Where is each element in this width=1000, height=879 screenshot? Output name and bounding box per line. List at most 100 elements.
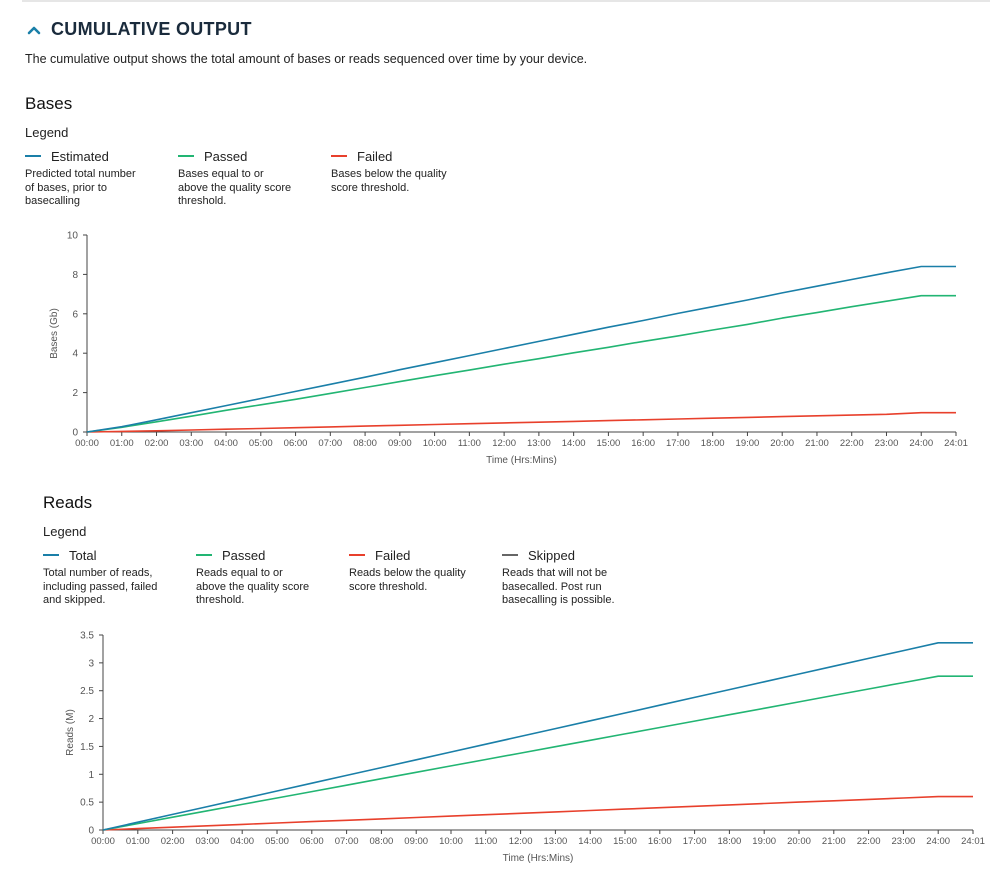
- y-tick-label: 1: [88, 770, 94, 781]
- x-tick-label: 08:00: [370, 836, 394, 847]
- legend-description-line: and skipped.: [43, 594, 106, 606]
- legend-swatch: [196, 554, 212, 556]
- x-tick-label: 17:00: [683, 836, 707, 847]
- legend-description-line: basecalled. Post run: [502, 580, 602, 593]
- x-tick-label: 10:00: [439, 836, 463, 847]
- reads-chart-heading: Reads: [43, 493, 93, 512]
- legend-description-line: basecalling is possible.: [502, 594, 615, 606]
- x-axis-label: Time (Hrs:Mins): [486, 455, 557, 466]
- legend-key: Estimated: [25, 148, 165, 164]
- x-tick-label: 22:00: [857, 836, 881, 847]
- x-tick-label: 12:00: [492, 438, 516, 449]
- legend-key: Skipped: [502, 547, 642, 563]
- x-tick-label: 04:00: [230, 836, 254, 847]
- chevron-up-icon: [27, 26, 41, 34]
- legend-description-line: score threshold.: [349, 580, 428, 593]
- reads-legend-item-skipped: Skipped Reads that will not be basecalled.…: [502, 547, 642, 608]
- x-tick-label: 15:00: [613, 836, 637, 847]
- y-tick-label: 0.5: [80, 798, 94, 809]
- y-tick-label: 2: [72, 388, 78, 399]
- section-description: The cumulative output shows the total am…: [25, 52, 588, 66]
- legend-description-line: above the quality score: [178, 181, 292, 194]
- legend-key: Passed: [178, 148, 318, 164]
- legend-swatch: [43, 554, 59, 556]
- x-tick-label: 01:00: [126, 836, 150, 847]
- y-tick-label: 2: [88, 714, 94, 725]
- legend-key: Total: [43, 547, 183, 563]
- legend-swatch: [502, 554, 518, 556]
- series-line-failed: [102, 795, 973, 831]
- legend-description: Reads equal to or above the quality score…: [196, 567, 336, 608]
- y-tick-label: 10: [67, 231, 79, 242]
- y-tick-label: 4: [72, 349, 78, 360]
- legend-description: Bases below the quality score threshold.: [331, 168, 471, 195]
- legend-key: Failed: [331, 148, 471, 164]
- series-line-passed: [86, 294, 956, 433]
- x-tick-label: 06:00: [300, 836, 324, 847]
- legend-description-line: Total number of reads,: [43, 567, 153, 579]
- section-title: CUMULATIVE OUTPUT: [51, 19, 252, 39]
- x-tick-label: 12:00: [509, 836, 533, 847]
- x-tick-label: 14:00: [562, 438, 586, 449]
- x-tick-label: 20:00: [770, 438, 794, 449]
- legend-description-line: Reads equal to or: [196, 567, 283, 579]
- x-tick-label: 11:00: [458, 438, 481, 449]
- legend-description-line: of bases, prior to: [25, 181, 107, 194]
- x-tick-label: 00:00: [75, 438, 99, 449]
- legend-key: Failed: [349, 547, 489, 563]
- x-tick-label: 03:00: [179, 438, 203, 449]
- x-tick-label: 20:00: [787, 836, 811, 847]
- x-tick-label: 24:01: [961, 836, 985, 847]
- legend-label: Total: [69, 547, 97, 563]
- x-tick-label: 11:00: [474, 836, 497, 847]
- y-tick-label: 3.5: [80, 631, 94, 642]
- x-tick-label: 10:00: [423, 438, 447, 449]
- legend-label: Estimated: [51, 148, 109, 164]
- legend-description-line: score threshold.: [331, 181, 410, 194]
- x-tick-label: 01:00: [110, 438, 134, 449]
- legend-description-line: basecalling: [25, 195, 81, 207]
- bases-chart-heading: Bases: [25, 94, 73, 113]
- series-line-passed: [102, 675, 973, 831]
- x-tick-label: 13:00: [527, 438, 551, 449]
- x-tick-label: 03:00: [196, 836, 220, 847]
- top-divider: [22, 0, 990, 2]
- x-tick-label: 08:00: [353, 438, 377, 449]
- x-tick-label: 19:00: [752, 836, 776, 847]
- legend-swatch: [25, 155, 41, 157]
- x-tick-label: 13:00: [544, 836, 568, 847]
- legend-key: Passed: [196, 547, 336, 563]
- bases-legend-item-failed: Failed Bases below the quality score thres…: [331, 148, 471, 195]
- x-tick-label: 24:00: [926, 836, 950, 847]
- x-tick-label: 02:00: [161, 836, 185, 847]
- legend-description-line: threshold.: [178, 195, 227, 207]
- x-tick-label: 02:00: [145, 438, 169, 449]
- legend-description-line: Bases equal to or: [178, 168, 264, 180]
- y-axis-label: Bases (Gb): [49, 308, 60, 359]
- series-line-estimated: [86, 265, 956, 433]
- reads-legend-item-failed: Failed Reads below the quality score thres…: [349, 547, 489, 594]
- legend-swatch: [349, 554, 365, 556]
- x-tick-label: 19:00: [736, 438, 760, 449]
- legend-swatch: [178, 155, 194, 157]
- y-tick-label: 8: [72, 270, 78, 281]
- x-tick-label: 06:00: [284, 438, 308, 449]
- x-tick-label: 09:00: [388, 438, 412, 449]
- reads-legend-item-passed: Passed Reads equal to or above the quality…: [196, 547, 336, 608]
- x-tick-label: 21:00: [805, 438, 829, 449]
- reads-legend-title: Legend: [43, 524, 87, 539]
- reads-legend-item-total: Total Total number of reads, including pas…: [43, 547, 183, 608]
- x-tick-label: 23:00: [875, 438, 899, 449]
- legend-label: Skipped: [528, 547, 575, 563]
- bases-legend-item-passed: Passed Bases equal to or above the quality…: [178, 148, 318, 209]
- legend-label: Passed: [204, 148, 248, 164]
- legend-description: Predicted total number of bases, prior to…: [25, 168, 165, 209]
- section-collapse-toggle[interactable]: CUMULATIVE OUTPUT: [27, 19, 252, 40]
- y-tick-label: 0: [88, 826, 94, 837]
- y-tick-label: 0: [72, 428, 78, 439]
- legend-description: Reads below the quality score threshold.: [349, 567, 489, 594]
- x-tick-label: 05:00: [249, 438, 273, 449]
- x-tick-label: 16:00: [648, 836, 672, 847]
- legend-description-line: Reads that will not be: [502, 567, 608, 579]
- x-tick-label: 14:00: [578, 836, 602, 847]
